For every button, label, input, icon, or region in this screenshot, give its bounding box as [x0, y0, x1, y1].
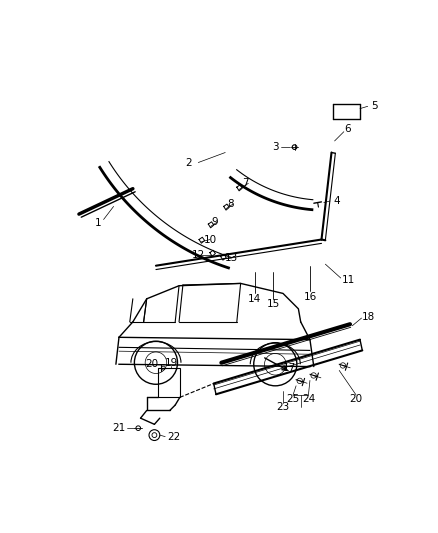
Text: 19: 19 — [165, 358, 178, 368]
Text: 12: 12 — [192, 250, 205, 260]
Text: 15: 15 — [266, 299, 279, 309]
Text: 7: 7 — [242, 179, 249, 188]
Text: 18: 18 — [362, 311, 375, 321]
Bar — [158, 368, 180, 398]
Text: 10: 10 — [204, 235, 217, 245]
Text: 9: 9 — [212, 217, 218, 227]
Text: 16: 16 — [304, 292, 317, 302]
Text: 8: 8 — [227, 199, 233, 209]
Text: 24: 24 — [302, 394, 315, 404]
Text: 5: 5 — [371, 101, 378, 111]
Text: 17: 17 — [283, 363, 296, 373]
Text: 3: 3 — [272, 142, 279, 152]
Text: 4: 4 — [333, 196, 340, 206]
Text: 20: 20 — [145, 359, 158, 369]
Text: 20: 20 — [350, 394, 363, 404]
Text: 25: 25 — [286, 394, 300, 404]
Text: 1: 1 — [95, 219, 102, 228]
Text: 14: 14 — [248, 294, 261, 304]
Text: 11: 11 — [342, 274, 355, 285]
Text: 23: 23 — [276, 401, 290, 411]
Text: 21: 21 — [112, 423, 125, 433]
Text: 13: 13 — [224, 253, 237, 263]
Text: 22: 22 — [167, 432, 181, 442]
Text: 2: 2 — [185, 158, 191, 167]
Text: 6: 6 — [345, 124, 351, 134]
